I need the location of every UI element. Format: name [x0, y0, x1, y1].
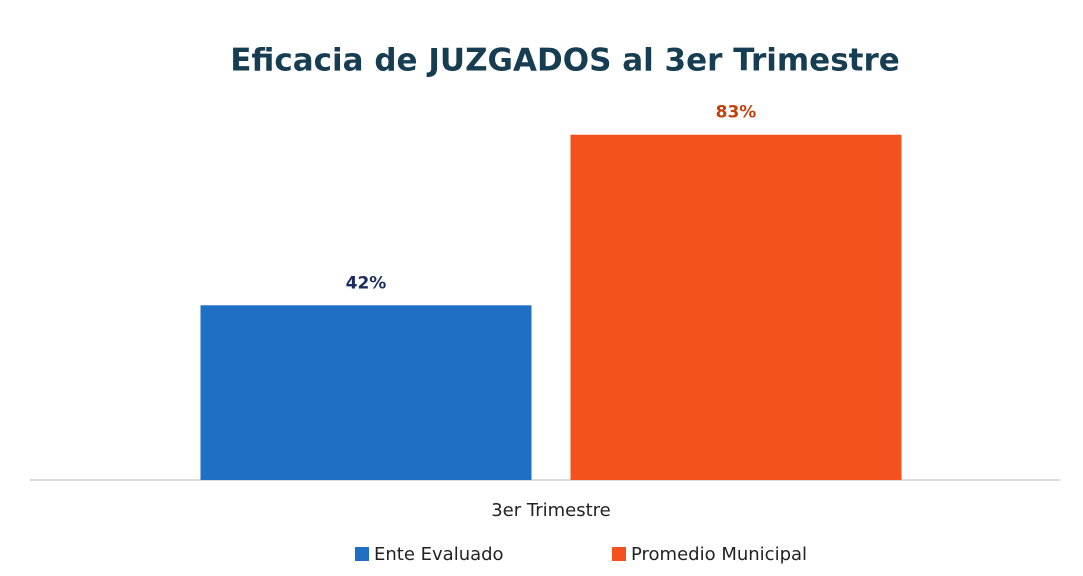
legend-swatch	[612, 547, 626, 561]
legend-label: Ente Evaluado	[374, 544, 504, 565]
bar	[570, 134, 902, 480]
legend-swatch	[355, 547, 369, 561]
chart-title: Eficacia de JUZGADOS al 3er Trimestre	[230, 43, 900, 79]
data-label: 83%	[716, 103, 757, 123]
x-tick-label: 3er Trimestre	[491, 500, 611, 521]
data-label: 42%	[346, 273, 387, 293]
bar	[200, 305, 532, 480]
legend-label: Promedio Municipal	[631, 544, 807, 565]
